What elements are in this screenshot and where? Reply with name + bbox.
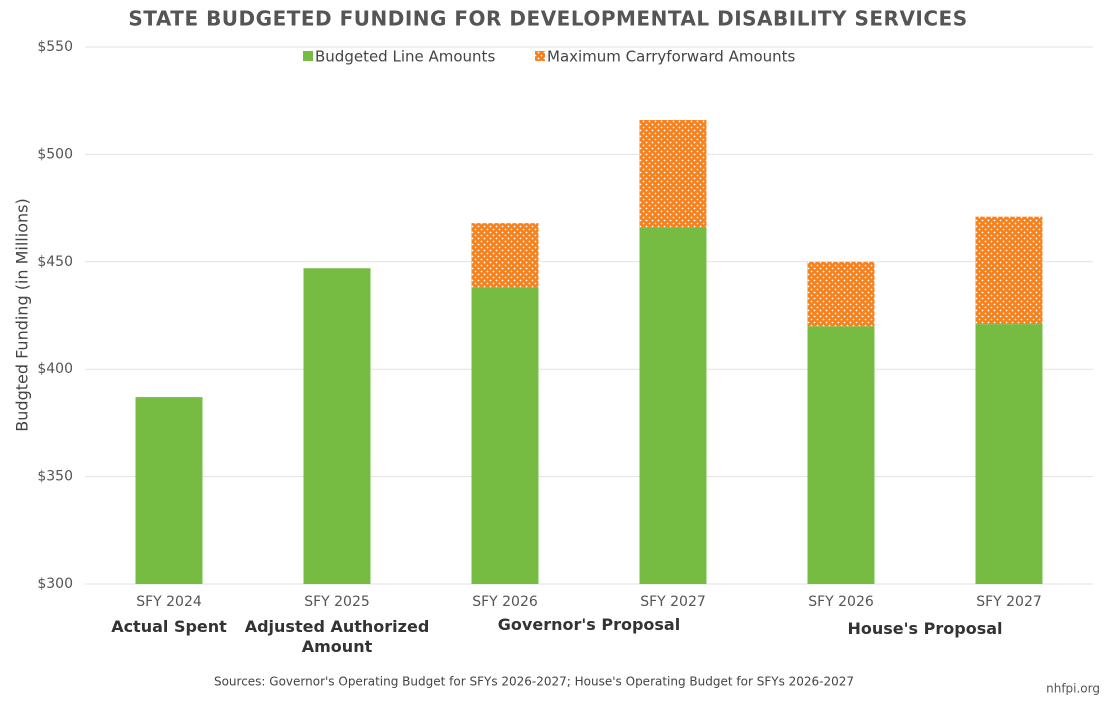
bar-segment: [135, 397, 203, 584]
x-tick-label: SFY 2025: [304, 594, 370, 610]
y-tick-label: $500: [37, 146, 73, 162]
x-tick-label: SFY 2026: [472, 594, 538, 610]
group-label: Governor's Proposal: [497, 615, 681, 634]
group-label: Actual Spent: [111, 617, 227, 636]
y-tick-label: $350: [37, 469, 73, 485]
legend-swatch: [535, 51, 545, 61]
bar-segment: [975, 216, 1043, 325]
bar-segment: [807, 326, 875, 584]
legend-label: Maximum Carryforward Amounts: [547, 48, 796, 66]
y-tick-label: $400: [37, 361, 73, 377]
bar-segment: [471, 287, 539, 584]
x-tick-label: SFY 2027: [640, 594, 706, 610]
bar-segment: [471, 223, 539, 288]
source: Sources: Governor's Operating Budget for…: [214, 675, 854, 689]
bar-segment: [303, 268, 371, 584]
credit: nhfpi.org: [1046, 682, 1100, 696]
legend-swatch: [303, 51, 313, 61]
y-tick-label: $550: [37, 39, 73, 55]
x-tick-label: SFY 2026: [808, 594, 874, 610]
x-tick-label: SFY 2024: [136, 594, 202, 610]
legend-label: Budgeted Line Amounts: [315, 48, 495, 66]
y-axis-label: Budgted Funding (in Millions): [13, 198, 32, 431]
group-label: House's Proposal: [847, 619, 1003, 638]
bar-segment: [639, 120, 707, 228]
y-tick-label: $450: [37, 254, 73, 270]
bar-segment: [639, 227, 707, 584]
chart-title: STATE BUDGETED FUNDING FOR DEVELOPMENTAL…: [128, 7, 967, 31]
bar-segment: [807, 261, 875, 327]
group-label: Adjusted Authorized Amount: [244, 617, 430, 656]
x-tick-label: SFY 2027: [976, 594, 1042, 610]
y-tick-label: $300: [37, 576, 73, 592]
bar-segment: [975, 324, 1043, 584]
